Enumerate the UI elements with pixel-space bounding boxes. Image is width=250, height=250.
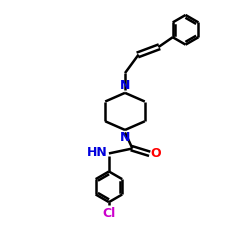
- Text: N: N: [120, 131, 130, 144]
- Text: N: N: [120, 78, 130, 92]
- Text: Cl: Cl: [102, 206, 116, 220]
- Text: HN: HN: [87, 146, 108, 160]
- Text: O: O: [150, 147, 161, 160]
